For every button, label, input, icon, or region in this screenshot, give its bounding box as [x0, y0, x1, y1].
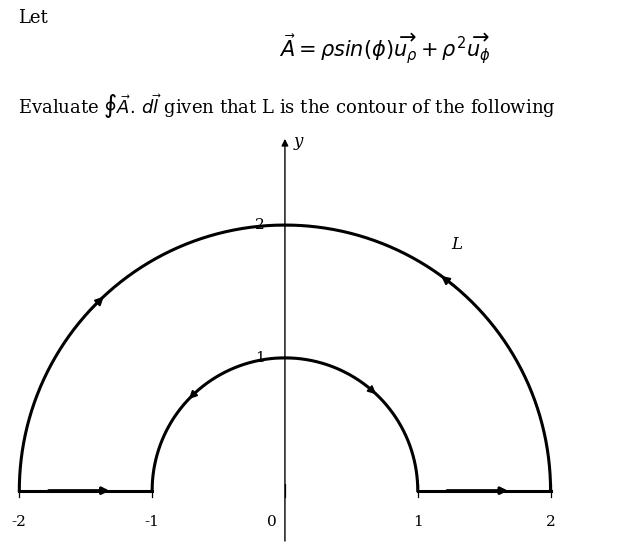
- Text: L: L: [451, 236, 462, 254]
- Text: 1: 1: [413, 515, 422, 529]
- Text: 1: 1: [255, 351, 265, 365]
- Text: 0: 0: [267, 515, 277, 529]
- Text: -2: -2: [12, 515, 27, 529]
- Text: 2: 2: [546, 515, 556, 529]
- Text: $\vec{A} = \rho sin(\phi)\overrightarrow{u_{\rho}} + \rho^2\overrightarrow{u_{\p: $\vec{A} = \rho sin(\phi)\overrightarrow…: [279, 32, 490, 66]
- Text: 2: 2: [255, 218, 265, 232]
- Text: Let: Let: [19, 9, 48, 27]
- Text: -1: -1: [145, 515, 159, 529]
- Text: Evaluate $\oint \vec{A}.\,d\vec{l}$ given that L is the contour of the following: Evaluate $\oint \vec{A}.\,d\vec{l}$ give…: [19, 92, 556, 121]
- Text: y: y: [293, 133, 303, 150]
